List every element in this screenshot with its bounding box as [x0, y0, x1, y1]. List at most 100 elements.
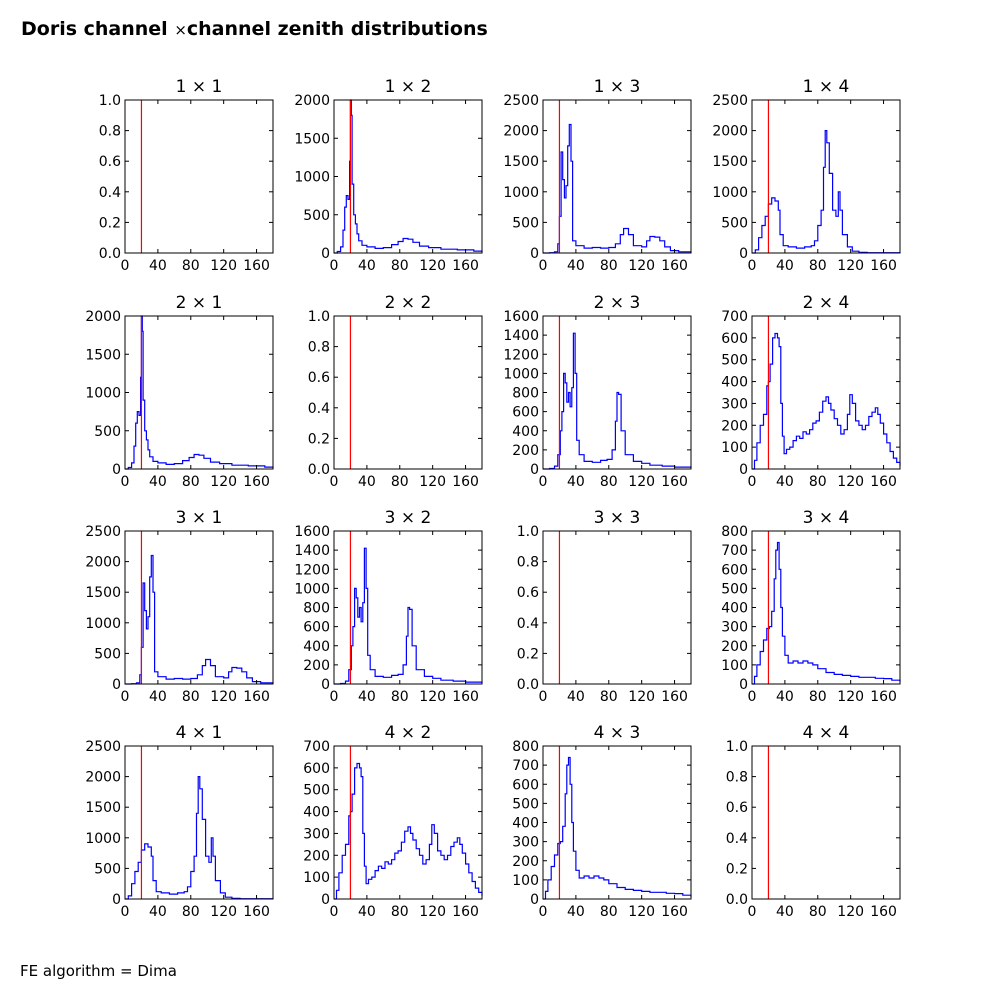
y-tick-label: 2000	[712, 124, 748, 140]
y-tick-label: 1.0	[517, 524, 539, 540]
histogram-line	[543, 123, 692, 254]
y-tick-label: 0.0	[517, 677, 539, 693]
histogram-line	[752, 541, 901, 685]
figure-title: Doris channel ×channel zenith distributi…	[21, 18, 488, 40]
x-tick-label: 160	[870, 904, 897, 920]
x-tick-label: 80	[600, 258, 618, 274]
histogram-line	[125, 554, 274, 685]
x-tick-label: 80	[391, 904, 409, 920]
y-tick-label: 0	[530, 462, 539, 478]
y-tick-label: 100	[512, 873, 539, 889]
x-tick-label: 40	[776, 689, 794, 705]
y-tick-label: 0.0	[99, 246, 121, 262]
x-tick-label: 40	[776, 474, 794, 490]
figure-title-prefix: Doris channel	[21, 18, 175, 40]
x-tick-label: 120	[210, 258, 237, 274]
y-tick-label: 500	[721, 215, 748, 231]
x-tick-label: 40	[567, 689, 585, 705]
y-tick-label: 1600	[294, 524, 330, 540]
y-tick-label: 0.6	[308, 370, 330, 386]
x-tick-label: 80	[182, 474, 200, 490]
x-tick-label: 160	[243, 689, 270, 705]
y-tick-label: 1000	[712, 185, 748, 201]
subplot-3x3: 3 × 3 0 40 80 120 160 0.0 0.2 0.4 0.6 0.8 1.0	[517, 508, 692, 705]
figure-title-suffix: channel zenith distributions	[186, 18, 488, 40]
x-tick-label: 120	[419, 904, 446, 920]
x-tick-label: 160	[870, 258, 897, 274]
y-tick-label: 500	[94, 646, 121, 662]
histogram-line	[334, 547, 483, 685]
y-tick-label: 0	[739, 677, 748, 693]
y-tick-label: 1500	[503, 154, 539, 170]
y-tick-label: 0.6	[726, 800, 748, 816]
y-tick-label: 500	[94, 861, 121, 877]
subplot-title: 2 × 3	[594, 293, 641, 313]
y-tick-label: 1000	[294, 170, 330, 186]
x-tick-label: 40	[358, 258, 376, 274]
subplot-title: 2 × 4	[803, 293, 850, 313]
y-tick-label: 200	[512, 854, 539, 870]
y-tick-label: 2000	[85, 770, 121, 786]
x-tick-label: 80	[391, 689, 409, 705]
subplot-3x1: 3 × 1 0 40 80 120 160 0 500 1000 1500 2000 2500	[85, 508, 274, 705]
y-tick-label: 300	[303, 826, 330, 842]
subplot-2x1: 2 × 1 0 40 80 120 160 0 500 1000 1500 2000	[85, 293, 274, 490]
x-tick-label: 80	[391, 474, 409, 490]
y-tick-label: 0.8	[308, 340, 330, 356]
y-tick-label: 0.6	[517, 585, 539, 601]
axes-frame	[542, 530, 692, 685]
y-tick-label: 600	[721, 331, 748, 347]
x-tick-label: 160	[243, 904, 270, 920]
y-tick-label: 0.8	[99, 124, 121, 140]
y-tick-label: 2500	[85, 524, 121, 540]
x-tick-label: 120	[419, 258, 446, 274]
subplot-title: 3 × 2	[385, 508, 432, 528]
subplot-3x4: 3 × 40 40 80 120 160010020030040050060070080…	[721, 508, 901, 705]
y-tick-label: 200	[721, 639, 748, 655]
y-tick-label: 500	[721, 353, 748, 369]
y-tick-label: 2000	[294, 93, 330, 109]
subplot-1x1: 1 × 1 0 40 80 120 160 0.0 0.2 0.4 0.6 0.8 1.0	[99, 77, 274, 274]
y-tick-label: 200	[303, 658, 330, 674]
x-tick-label: 40	[358, 904, 376, 920]
y-tick-label: 0.4	[517, 616, 539, 632]
y-tick-label: 700	[721, 543, 748, 559]
y-tick-label: 300	[512, 835, 539, 851]
axes-frame	[333, 99, 483, 254]
y-tick-label: 1.0	[726, 739, 748, 755]
x-tick-label: 160	[661, 689, 688, 705]
x-tick-label: 40	[776, 258, 794, 274]
x-tick-label: 160	[452, 474, 479, 490]
x-tick-label: 0	[539, 904, 548, 920]
x-tick-label: 40	[149, 474, 167, 490]
subplot-2x4: 2 × 4 0 40 80 120 160 0 100 200 300 400 500 600 700	[721, 293, 901, 490]
y-tick-label: 0	[530, 246, 539, 262]
subplot-title: 3 × 1	[176, 508, 223, 528]
y-tick-label: 1000	[85, 831, 121, 847]
y-tick-label: 400	[512, 816, 539, 832]
x-tick-label: 160	[870, 689, 897, 705]
y-tick-label: 400	[512, 424, 539, 440]
x-tick-label: 40	[776, 904, 794, 920]
y-tick-label: 0.0	[308, 462, 330, 478]
x-tick-label: 160	[452, 258, 479, 274]
y-tick-label: 500	[512, 796, 539, 812]
axes-frame	[333, 315, 483, 470]
axes-frame	[751, 745, 901, 900]
y-tick-label: 100	[721, 440, 748, 456]
x-tick-label: 120	[837, 689, 864, 705]
y-tick-label: 1000	[85, 616, 121, 632]
y-tick-label: 800	[721, 524, 748, 540]
y-tick-label: 0.6	[99, 154, 121, 170]
y-tick-label: 1500	[85, 585, 121, 601]
x-tick-label: 0	[748, 474, 757, 490]
x-tick-label: 160	[661, 258, 688, 274]
y-tick-label: 700	[303, 739, 330, 755]
x-tick-label: 0	[748, 904, 757, 920]
axes-frame	[124, 530, 274, 685]
x-tick-label: 0	[121, 689, 130, 705]
y-tick-label: 400	[303, 639, 330, 655]
histogram-line	[543, 332, 692, 470]
x-tick-label: 160	[661, 474, 688, 490]
